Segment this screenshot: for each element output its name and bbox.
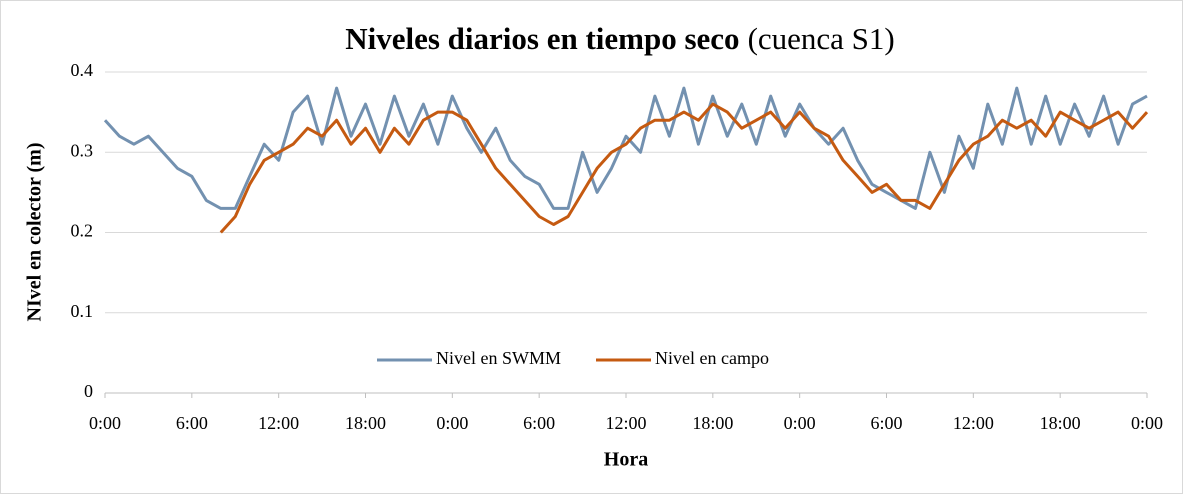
x-tick-label: 18:00 [692, 413, 733, 433]
y-tick-label: 0.1 [71, 301, 94, 321]
chart-title-suffix: (cuenca S1) [748, 21, 895, 56]
x-axis-label: Hora [604, 449, 648, 471]
y-tick-label: 0.4 [71, 60, 94, 80]
x-tick-label: 18:00 [1040, 413, 1081, 433]
x-tick-label: 0:00 [784, 413, 816, 433]
x-tick-label: 12:00 [258, 413, 299, 433]
chart-title-group: Niveles diarios en tiempo seco (cuenca S1… [345, 21, 895, 56]
data-line [103, 86, 1148, 210]
x-tick-label: 0:00 [436, 413, 468, 433]
chart-title: Niveles diarios en tiempo seco [345, 21, 739, 56]
x-tick-label: 18:00 [345, 413, 386, 433]
legend-label: Nivel en SWMM [436, 348, 561, 368]
data-line [219, 102, 1149, 234]
x-tick-label: 0:00 [1131, 413, 1163, 433]
y-tick-label: 0.2 [71, 221, 94, 241]
x-tick-label: 0:00 [89, 413, 121, 433]
y-tick-label: 0 [84, 381, 93, 401]
x-tick-label: 6:00 [870, 413, 902, 433]
x-tick-label: 6:00 [523, 413, 555, 433]
legend-label: Nivel en campo [655, 348, 769, 368]
x-tick-label: 12:00 [953, 413, 994, 433]
x-tick-label: 6:00 [176, 413, 208, 433]
x-tick-label: 12:00 [605, 413, 646, 433]
y-axis-label: NIvel en colector (m) [24, 142, 46, 321]
y-tick-label: 0.3 [71, 140, 94, 160]
